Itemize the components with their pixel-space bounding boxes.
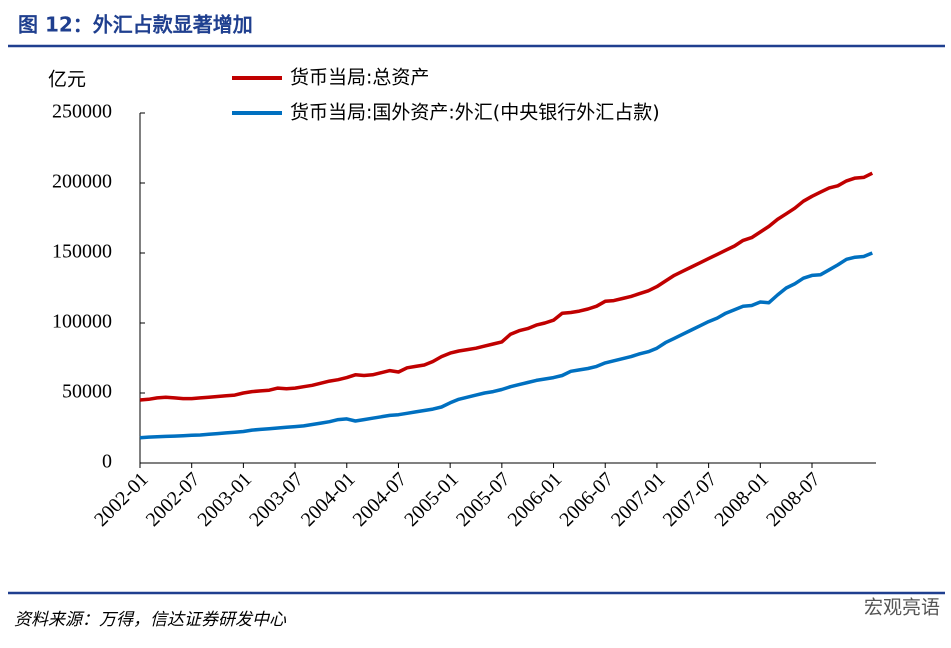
legend-label: 货币当局:国外资产:外汇(中央银行外汇占款) <box>290 102 660 124</box>
x-tick-label: 2007-01 <box>607 468 670 531</box>
x-tick-label: 2008-01 <box>710 468 773 531</box>
series-line <box>139 251 873 440</box>
series-line <box>139 171 874 402</box>
y-tick-label: 100000 <box>52 311 112 333</box>
y-tick-label: 150000 <box>52 241 112 263</box>
x-tick-label: 2002-01 <box>90 468 153 531</box>
x-tick-label: 2005-01 <box>400 468 463 531</box>
y-tick-label: 200000 <box>52 171 112 193</box>
source-note: 资料来源：万得，信达证券研发中心 <box>14 610 287 630</box>
watermark: 宏观亮语 <box>864 597 940 619</box>
y-tick-label: 0 <box>102 451 112 473</box>
x-tick-label: 2008-07 <box>762 468 825 531</box>
x-tick-label: 2003-01 <box>193 468 256 531</box>
x-tick-label: 2004-01 <box>297 468 360 531</box>
x-tick-label: 2007-07 <box>659 468 722 531</box>
x-tick-label: 2006-01 <box>504 468 567 531</box>
y-axis-label: 亿元 <box>48 69 86 91</box>
x-tick-label: 2006-07 <box>555 468 618 531</box>
x-tick-label: 2005-07 <box>452 468 515 531</box>
legend-label: 货币当局:总资产 <box>290 67 429 89</box>
x-tick-label: 2002-07 <box>142 468 205 531</box>
y-tick-label: 250000 <box>52 101 112 123</box>
x-tick-label: 2004-07 <box>349 468 412 531</box>
chart-title: 图 12：外汇占款显著增加 <box>18 13 253 37</box>
y-tick-label: 50000 <box>62 381 112 403</box>
x-tick-label: 2003-07 <box>245 468 308 531</box>
